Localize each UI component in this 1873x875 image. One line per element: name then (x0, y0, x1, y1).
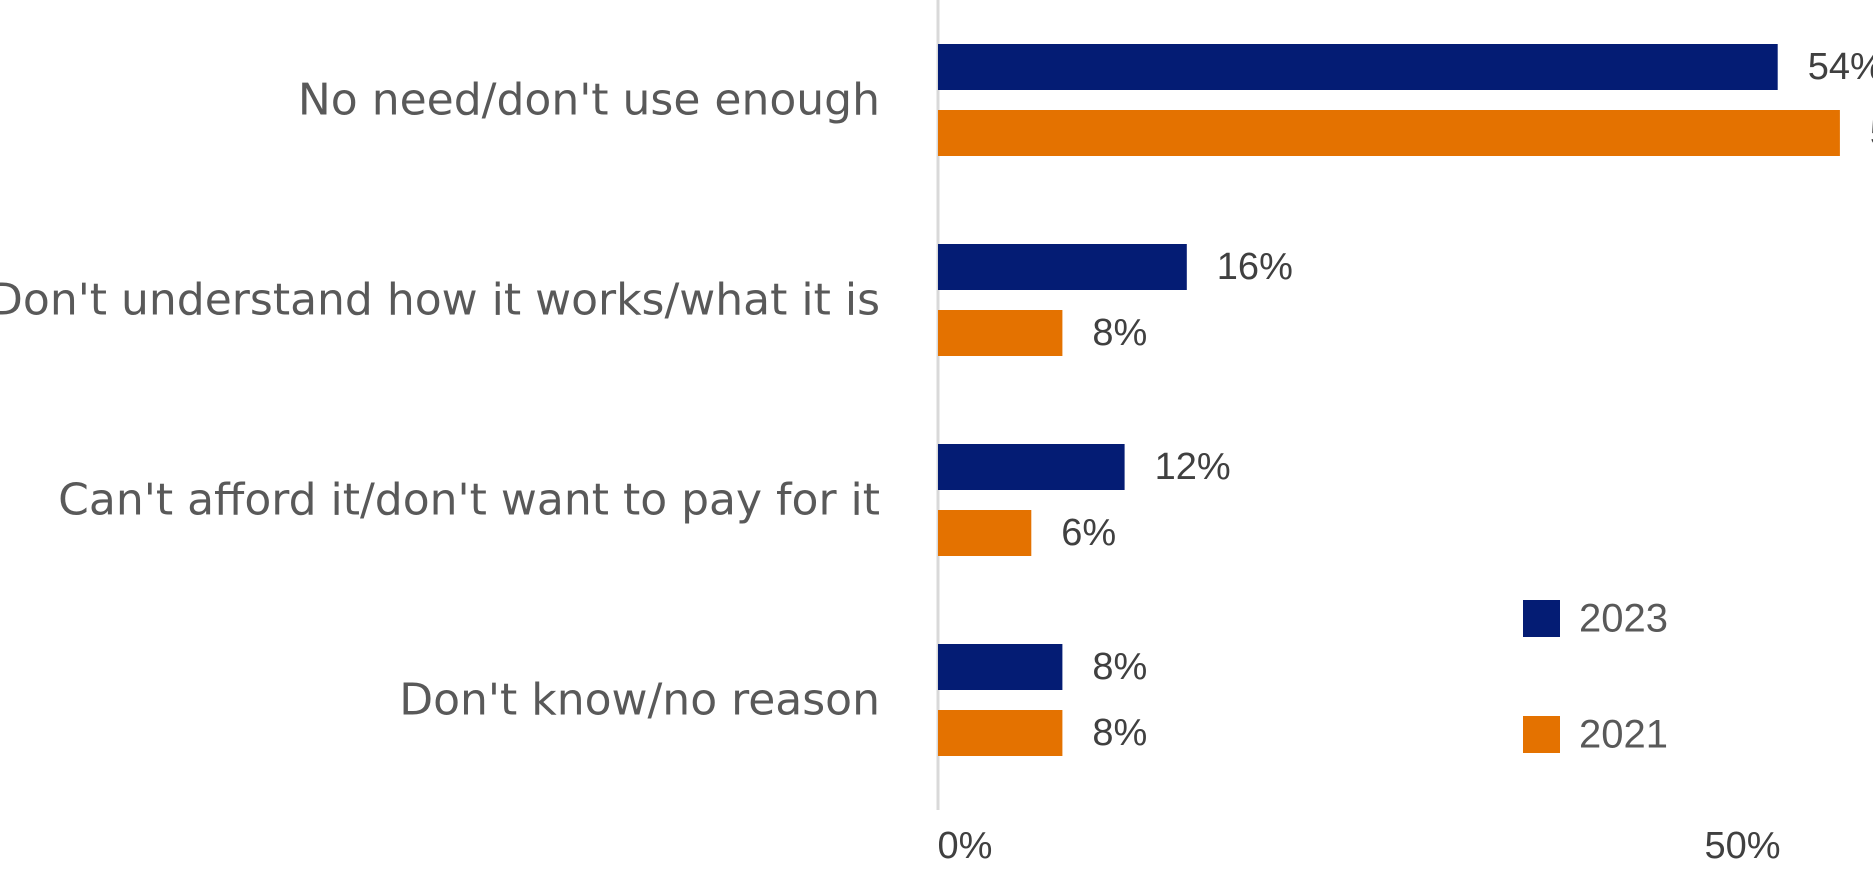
bar-2023-1 (938, 44, 1778, 90)
x-tick-labels: 0% 50% (938, 825, 1781, 867)
category-label: Don't understand how it works/what it is (0, 275, 880, 326)
bar-2023-2 (938, 244, 1187, 290)
bar-2021-4 (938, 710, 1063, 756)
bar-2021-1 (938, 110, 1840, 156)
category-labels: No need/don't use enough Don't understand… (0, 75, 880, 726)
bar-2021-2 (938, 310, 1063, 356)
data-label-2023-2: 16% (1217, 246, 1293, 288)
category-label: Don't know/no reason (399, 675, 880, 726)
legend: 2023 2021 (1523, 597, 1668, 757)
data-label-2021-2: 8% (1092, 312, 1147, 354)
data-labels: 54% 58% 16% 8% 12% 6% 8% 8% (1061, 46, 1873, 754)
data-label-2023-3: 12% (1155, 446, 1231, 488)
bar-2021-3 (938, 510, 1032, 556)
legend-swatch-2021 (1523, 716, 1560, 753)
x-tick-label: 50% (1704, 825, 1780, 867)
bars (938, 44, 1840, 756)
category-label: Can't afford it/don't want to pay for it (58, 475, 880, 526)
legend-label-2023: 2023 (1579, 597, 1668, 641)
data-label-2021-3: 6% (1061, 512, 1116, 554)
data-label-2023-1: 54% (1808, 46, 1873, 88)
legend-swatch-2023 (1523, 600, 1560, 637)
bar-2023-4 (938, 644, 1063, 690)
category-label: No need/don't use enough (298, 75, 880, 126)
data-label-2023-4: 8% (1092, 646, 1147, 688)
x-tick-label: 0% (938, 825, 993, 867)
legend-label-2021: 2021 (1579, 713, 1668, 757)
bar-2023-3 (938, 444, 1125, 490)
data-label-2021-4: 8% (1092, 712, 1147, 754)
data-label-2021-1: 58% (1870, 112, 1873, 154)
